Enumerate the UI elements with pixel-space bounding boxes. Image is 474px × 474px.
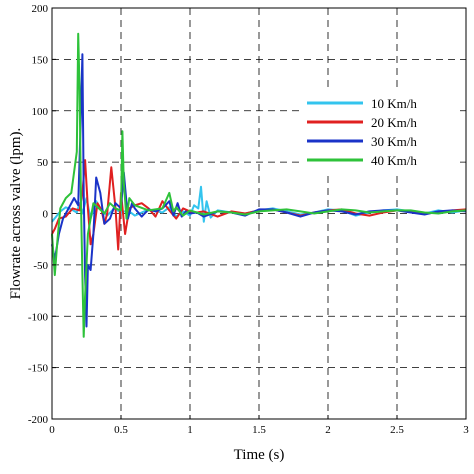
series-lines: [51, 32, 467, 338]
y-tick-label: 0: [43, 209, 49, 221]
x-tick-label: 2: [325, 424, 331, 436]
x-tick-labels: 0 0.5 1 1.5 2 2.5 3: [49, 415, 469, 436]
x-tick-label: 1: [187, 424, 193, 436]
y-tick-label: -100: [28, 311, 49, 323]
legend-label: 30 Km/h: [371, 134, 417, 149]
y-tick-labels: 200 150 100 50 0 -50 -100 -150 -200: [28, 3, 56, 426]
series-line-2: [51, 159, 467, 251]
legend-label: 20 Km/h: [371, 115, 417, 130]
x-tick-label: 3: [463, 424, 469, 436]
series-line-1: [51, 185, 467, 223]
x-tick-label: 0.5: [114, 424, 128, 436]
x-tick-label: 2.5: [390, 424, 404, 436]
x-tick-label: 0: [49, 424, 55, 436]
legend-label: 10 Km/h: [371, 96, 417, 111]
y-axis-title: Flowrate across valve (lpm).: [8, 128, 24, 300]
x-tick-label: 1.5: [252, 424, 266, 436]
y-tick-label: 100: [32, 106, 49, 118]
y-tick-label: 200: [32, 3, 49, 15]
y-tick-label: -50: [33, 260, 48, 272]
y-tick-label: 50: [37, 157, 49, 169]
series-line-4: [51, 32, 467, 338]
grid-lines: [52, 8, 466, 419]
legend-label: 40 Km/h: [371, 153, 417, 168]
x-axis-title: Time (s): [234, 447, 285, 463]
y-tick-label: -150: [28, 363, 49, 375]
y-tick-label: -200: [28, 414, 49, 426]
legend: 10 Km/h 20 Km/h 30 Km/h 40 Km/h: [303, 91, 459, 175]
y-tick-label: 150: [32, 54, 49, 66]
